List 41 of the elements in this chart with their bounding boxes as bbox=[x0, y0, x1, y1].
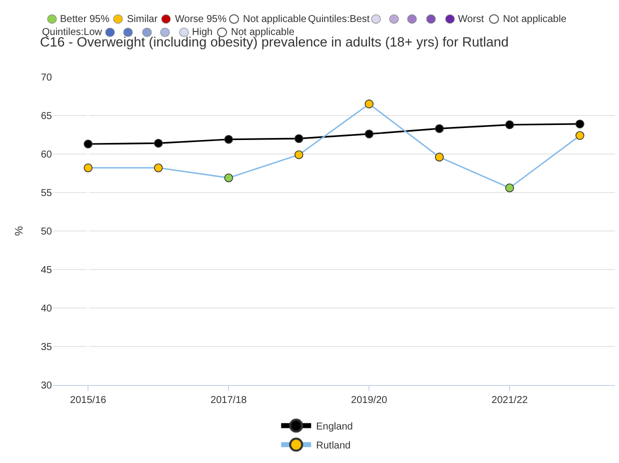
y-tick-label: 45 bbox=[40, 265, 52, 276]
point bbox=[294, 134, 304, 143]
point bbox=[224, 134, 234, 144]
y-tick-label: 40 bbox=[40, 304, 52, 314]
y-tick-label: 30 bbox=[40, 380, 52, 392]
text: High bbox=[192, 27, 213, 38]
text: Better 95% bbox=[60, 14, 110, 25]
y-tick-label: 50 bbox=[40, 226, 52, 238]
text: Not applicable bbox=[231, 27, 295, 38]
point bbox=[154, 138, 163, 148]
text: Worst bbox=[458, 14, 484, 25]
point bbox=[505, 120, 514, 130]
text: Quintiles:Best bbox=[308, 14, 370, 25]
point bbox=[505, 183, 514, 192]
point bbox=[364, 100, 374, 108]
point bbox=[434, 152, 444, 162]
text: Similar bbox=[127, 14, 158, 25]
point bbox=[294, 150, 304, 160]
legend-label: England bbox=[316, 422, 353, 433]
x-tick-label: 2015/16 bbox=[70, 395, 107, 406]
legend-label: Rutland bbox=[316, 440, 351, 452]
text: Not applicable bbox=[243, 14, 307, 25]
point bbox=[154, 163, 163, 172]
y-tick-label: 70 bbox=[40, 72, 52, 84]
point bbox=[575, 120, 584, 128]
point bbox=[364, 130, 374, 138]
x-tick-label: 2019/20 bbox=[351, 395, 388, 406]
point bbox=[224, 173, 234, 182]
point bbox=[84, 163, 93, 172]
y-tick-label: 60 bbox=[40, 150, 52, 160]
text: Worse 95% bbox=[175, 14, 227, 25]
y-tick-label: 65 bbox=[40, 111, 52, 122]
point bbox=[575, 131, 584, 140]
point bbox=[434, 124, 444, 133]
y-tick-label: 35 bbox=[40, 342, 52, 353]
text: Not applicable bbox=[503, 14, 567, 25]
point bbox=[84, 140, 93, 148]
y-tick-label: 55 bbox=[40, 188, 52, 199]
x-tick-label: 2021/22 bbox=[492, 395, 528, 406]
y-axis-title: % bbox=[14, 226, 26, 236]
x-tick-label: 2017/18 bbox=[210, 395, 248, 406]
